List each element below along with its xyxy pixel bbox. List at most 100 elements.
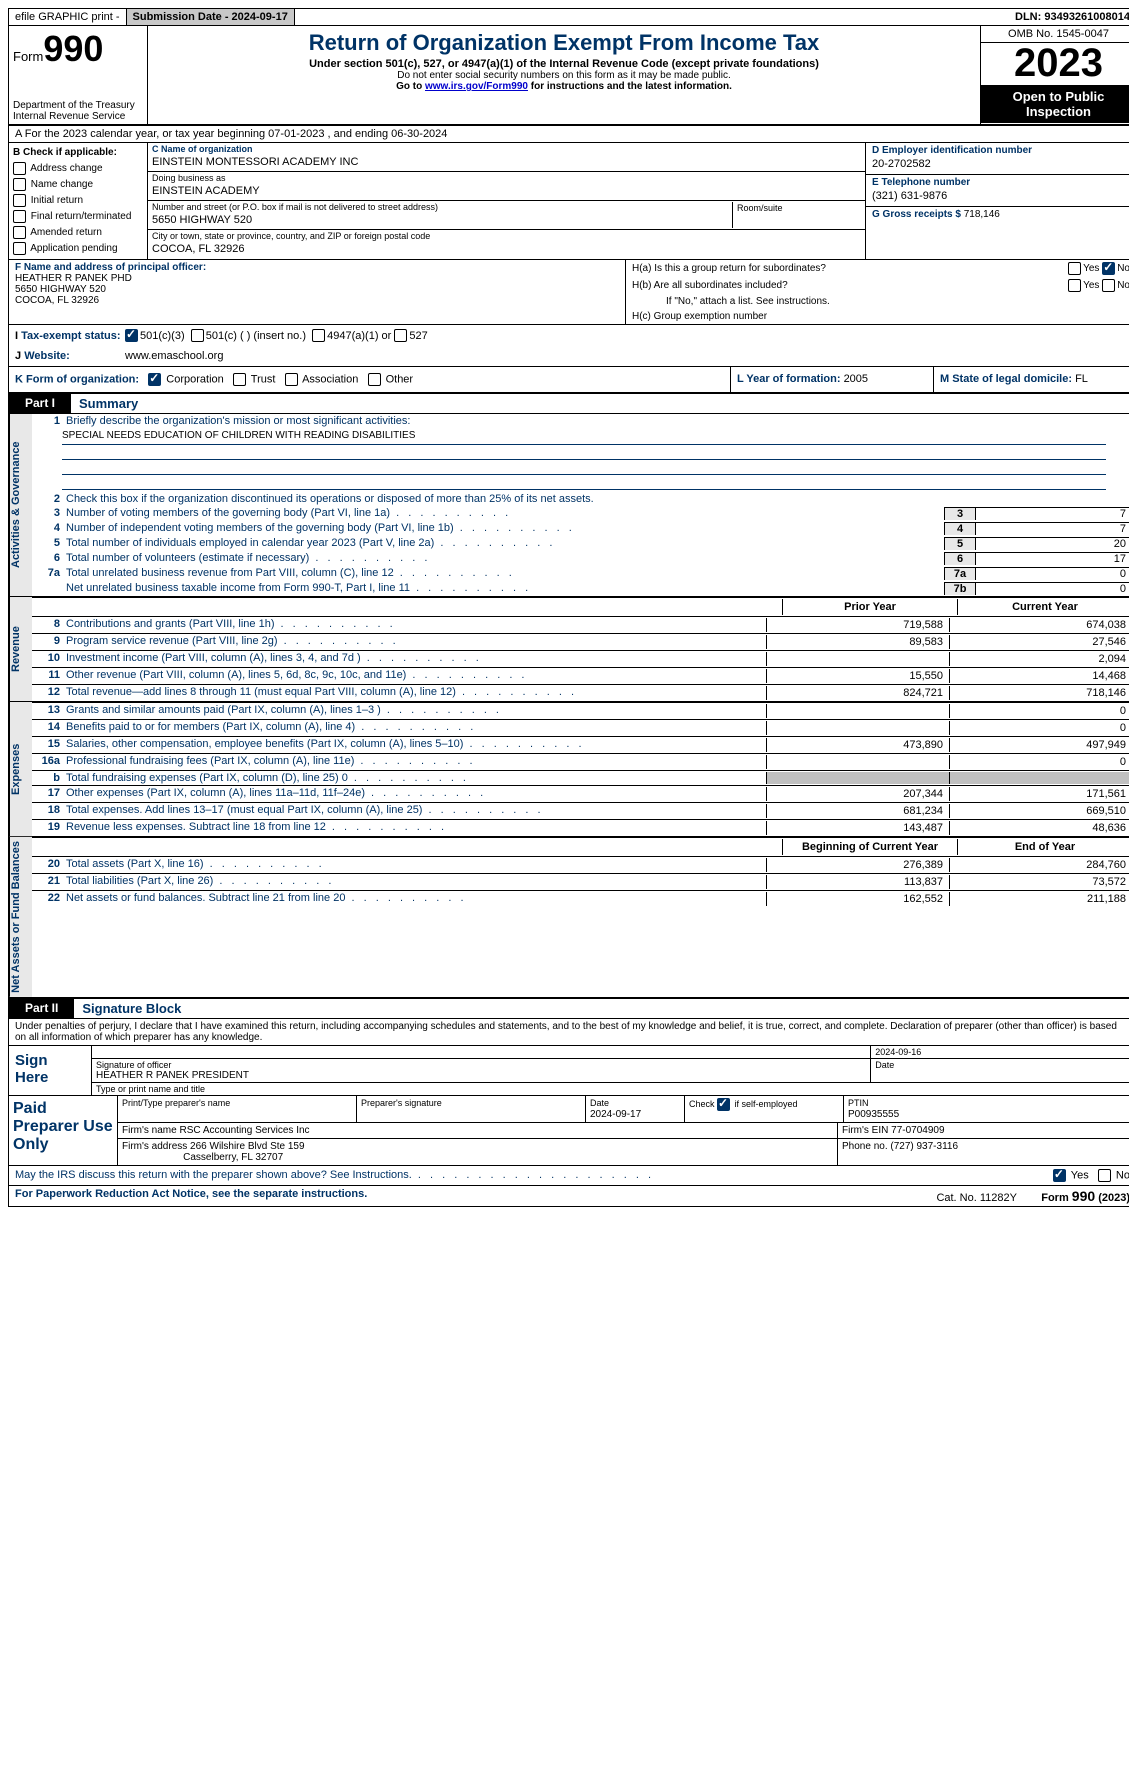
summary-line: 20Total assets (Part X, line 16)276,3892… <box>32 856 1129 873</box>
irs-link[interactable]: www.irs.gov/Form990 <box>425 81 528 92</box>
discuss-row: May the IRS discuss this return with the… <box>8 1166 1129 1186</box>
firm-ein: 77-0704909 <box>891 1125 944 1136</box>
checkbox-ha-yes[interactable] <box>1068 262 1081 275</box>
checkbox-trust[interactable] <box>233 373 246 386</box>
year-formation: 2005 <box>844 373 868 385</box>
form-number: Form990 <box>13 28 143 70</box>
summary-line: 18Total expenses. Add lines 13–17 (must … <box>32 802 1129 819</box>
summary-line: 5Total number of individuals employed in… <box>32 536 1129 551</box>
street-address: 5650 HIGHWAY 520 <box>152 212 732 228</box>
ssn-note: Do not enter social security numbers on … <box>152 70 976 81</box>
tax-year-range: A For the 2023 calendar year, or tax yea… <box>8 124 1129 143</box>
summary-line: 22Net assets or fund balances. Subtract … <box>32 890 1129 907</box>
checkbox-app-pending[interactable] <box>13 242 26 255</box>
firm-address1: 266 Wilshire Blvd Ste 159 <box>190 1141 305 1152</box>
instructions-link-row: Go to www.irs.gov/Form990 for instructio… <box>152 81 976 92</box>
checkbox-discuss-yes[interactable] <box>1053 1169 1066 1182</box>
domicile: FL <box>1075 373 1088 385</box>
perjury-statement: Under penalties of perjury, I declare th… <box>8 1019 1129 1046</box>
box-h: H(a) Is this a group return for subordin… <box>625 260 1129 324</box>
row-j: J Website: www.emaschool.org <box>8 346 1129 367</box>
box-deg: D Employer identification number 20-2702… <box>865 143 1129 259</box>
checkbox-527[interactable] <box>394 329 407 342</box>
summary-line: 10Investment income (Part VIII, column (… <box>32 650 1129 667</box>
firm-name: RSC Accounting Services Inc <box>179 1125 309 1136</box>
dba-name: EINSTEIN ACADEMY <box>152 183 861 199</box>
summary-line: 12Total revenue—add lines 8 through 11 (… <box>32 684 1129 701</box>
checkbox-hb-yes[interactable] <box>1068 279 1081 292</box>
ptin: P00935555 <box>848 1109 899 1120</box>
part2-header: Part II Signature Block <box>8 999 1129 1019</box>
checkbox-ha-no[interactable] <box>1102 262 1115 275</box>
checkbox-name-change[interactable] <box>13 178 26 191</box>
website: www.emaschool.org <box>125 350 223 362</box>
tax-year: 2023 <box>981 43 1129 85</box>
box-b: B Check if applicable: Address change Na… <box>9 143 148 259</box>
phone: (321) 631-9876 <box>872 188 1129 204</box>
part1-header: Part I Summary <box>8 394 1129 414</box>
dept-label: Department of the Treasury Internal Reve… <box>13 100 143 122</box>
box-c: C Name of organization EINSTEIN MONTESSO… <box>148 143 865 259</box>
efile-label: efile GRAPHIC print - <box>9 9 127 25</box>
firm-phone: (727) 937-3116 <box>890 1141 958 1152</box>
checkbox-hb-no[interactable] <box>1102 279 1115 292</box>
summary-line: 14Benefits paid to or for members (Part … <box>32 719 1129 736</box>
top-bar: efile GRAPHIC print - Submission Date - … <box>8 8 1129 26</box>
officer-signature: HEATHER R PANEK PRESIDENT <box>96 1070 249 1081</box>
summary-line: 16aProfessional fundraising fees (Part I… <box>32 753 1129 770</box>
mission-text: SPECIAL NEEDS EDUCATION OF CHILDREN WITH… <box>62 430 1106 445</box>
officer-name: HEATHER R PANEK PHD <box>15 273 132 284</box>
summary-line: bTotal fundraising expenses (Part IX, co… <box>32 770 1129 785</box>
public-inspection: Open to Public Inspection <box>981 85 1129 123</box>
checkbox-address-change[interactable] <box>13 162 26 175</box>
row-klm: K Form of organization: Corporation Trus… <box>8 367 1129 394</box>
summary-line: 21Total liabilities (Part X, line 26)113… <box>32 873 1129 890</box>
preparer-date: 2024-09-17 <box>590 1109 641 1120</box>
form-header: Form990 Department of the Treasury Inter… <box>8 26 1129 124</box>
summary-line: 17Other expenses (Part IX, column (A), l… <box>32 785 1129 802</box>
box-f: F Name and address of principal officer:… <box>9 260 625 324</box>
org-name: EINSTEIN MONTESSORI ACADEMY INC <box>152 154 861 170</box>
dln: DLN: 93493261008014 <box>1009 9 1129 25</box>
checkbox-assoc[interactable] <box>285 373 298 386</box>
checkbox-initial-return[interactable] <box>13 194 26 207</box>
footer: For Paperwork Reduction Act Notice, see … <box>8 1186 1129 1207</box>
org-info-section: B Check if applicable: Address change Na… <box>8 143 1129 260</box>
checkbox-501c[interactable] <box>191 329 204 342</box>
summary-line: Net unrelated business taxable income fr… <box>32 581 1129 596</box>
vtab-netassets: Net Assets or Fund Balances <box>9 837 32 997</box>
checkbox-other[interactable] <box>368 373 381 386</box>
checkbox-discuss-no[interactable] <box>1098 1169 1111 1182</box>
vtab-revenue: Revenue <box>9 597 32 701</box>
form-subtitle: Under section 501(c), 527, or 4947(a)(1)… <box>152 58 976 70</box>
checkbox-corp[interactable] <box>148 373 161 386</box>
firm-address2: Casselberry, FL 32707 <box>183 1152 283 1163</box>
submission-date: Submission Date - 2024-09-17 <box>127 9 295 25</box>
summary-section: Activities & Governance 1Briefly describ… <box>8 414 1129 999</box>
summary-line: 6Total number of volunteers (estimate if… <box>32 551 1129 566</box>
checkbox-amended[interactable] <box>13 226 26 239</box>
summary-line: 15Salaries, other compensation, employee… <box>32 736 1129 753</box>
summary-line: 19Revenue less expenses. Subtract line 1… <box>32 819 1129 836</box>
gross-receipts: 718,146 <box>964 209 1000 220</box>
summary-line: 8Contributions and grants (Part VIII, li… <box>32 616 1129 633</box>
preparer-block: Paid Preparer Use Only Print/Type prepar… <box>8 1096 1129 1166</box>
city-state-zip: COCOA, FL 32926 <box>152 241 861 257</box>
sign-date: 2024-09-16 <box>875 1047 921 1057</box>
vtab-governance: Activities & Governance <box>9 414 32 596</box>
summary-line: 4Number of independent voting members of… <box>32 521 1129 536</box>
row-i: I Tax-exempt status: 501(c)(3) 501(c) ( … <box>8 325 1129 346</box>
summary-line: 7aTotal unrelated business revenue from … <box>32 566 1129 581</box>
checkbox-4947[interactable] <box>312 329 325 342</box>
summary-line: 11Other revenue (Part VIII, column (A), … <box>32 667 1129 684</box>
ein: 20-2702582 <box>872 156 1129 172</box>
checkbox-self-employed[interactable] <box>717 1098 730 1111</box>
summary-line: 13Grants and similar amounts paid (Part … <box>32 702 1129 719</box>
checkbox-501c3[interactable] <box>125 329 138 342</box>
vtab-expenses: Expenses <box>9 702 32 836</box>
form-title: Return of Organization Exempt From Incom… <box>152 30 976 56</box>
summary-line: 3Number of voting members of the governi… <box>32 506 1129 521</box>
signature-block: Sign Here 2024-09-16 Signature of office… <box>8 1046 1129 1096</box>
checkbox-final-return[interactable] <box>13 210 26 223</box>
summary-line: 9Program service revenue (Part VIII, lin… <box>32 633 1129 650</box>
